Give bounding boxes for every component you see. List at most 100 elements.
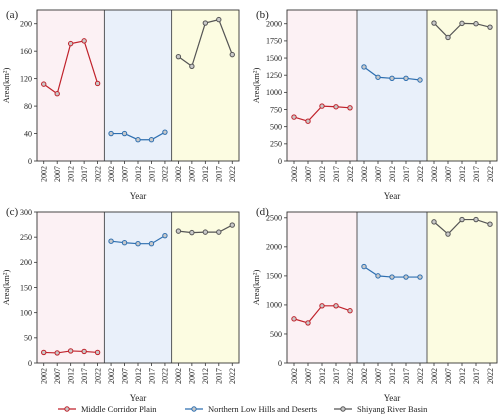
x-tick-label: 2012: [201, 368, 210, 384]
data-point: [319, 303, 325, 309]
region-background: [104, 212, 172, 363]
x-tick-label: 2022: [161, 166, 170, 182]
data-point: [67, 348, 74, 354]
data-point: [389, 274, 395, 280]
y-tick-label: 160: [20, 47, 32, 56]
panel-d: 0 500 1000 1500 2000 2500 2002 2007 2012 2017 2022…: [251, 206, 498, 403]
x-tick-label: 2007: [374, 368, 383, 384]
x-tick-label: 2002: [430, 166, 439, 182]
panel-label: (b): [256, 9, 269, 21]
data-point: [121, 240, 128, 246]
x-tick-label: 2012: [134, 166, 143, 182]
x-tick-label: 2002: [107, 166, 116, 182]
x-tick-label: 2012: [388, 368, 397, 384]
x-tick-label: 2007: [120, 166, 129, 182]
data-point: [347, 308, 353, 314]
panel-label: (d): [256, 206, 269, 218]
region-background: [427, 10, 497, 161]
x-tick-label: 2007: [188, 166, 197, 182]
data-point: [459, 216, 465, 223]
y-tick-label: 1000: [266, 301, 282, 310]
data-point: [108, 238, 114, 244]
x-tick-label: 2017: [80, 166, 89, 182]
data-point: [445, 34, 451, 41]
x-axis-label: Year: [384, 393, 401, 403]
y-tick-label: 250: [270, 140, 282, 149]
legend-label: Northern Low Hills and Deserts: [208, 404, 317, 414]
data-point: [189, 63, 195, 69]
x-tick-label: 2022: [346, 368, 355, 384]
data-point: [94, 80, 101, 87]
x-tick-label: 2017: [472, 368, 481, 384]
panel-label: (c): [6, 206, 19, 218]
y-tick-label: 250: [20, 233, 32, 242]
data-point: [473, 216, 479, 223]
x-tick-label: 2002: [360, 166, 369, 182]
y-tick-label: 100: [20, 308, 32, 317]
region-background: [171, 212, 239, 363]
data-point: [347, 105, 353, 111]
x-tick-label: 2012: [201, 166, 210, 182]
y-tick-label: 1500: [266, 54, 282, 63]
x-tick-label: 2012: [134, 368, 143, 384]
x-tick-label: 2007: [444, 368, 453, 384]
x-tick-label: 2012: [458, 166, 467, 182]
data-point: [81, 348, 87, 355]
data-point: [445, 231, 451, 237]
data-point: [229, 222, 235, 228]
region-background: [427, 212, 497, 363]
x-tick-label: 2017: [147, 166, 156, 182]
data-point: [229, 51, 235, 58]
region-background: [37, 212, 105, 363]
x-tick-label: 2002: [40, 166, 49, 182]
data-point: [202, 229, 209, 235]
x-tick-label: 2007: [53, 368, 62, 384]
x-tick-label: 2012: [318, 368, 327, 384]
panel-a: 0 40 80 120 160 200 2002 2007 2012 2017 2022 2002 20…: [1, 9, 240, 201]
y-tick-label: 120: [20, 74, 32, 83]
data-point: [189, 229, 195, 236]
data-point: [319, 103, 325, 109]
y-tick-label: 0: [28, 157, 32, 166]
x-axis-label: Year: [130, 191, 147, 201]
data-point: [162, 232, 168, 239]
x-tick-label: 2007: [304, 368, 313, 384]
x-tick-label: 2002: [290, 368, 299, 384]
data-point: [389, 75, 395, 81]
data-point: [431, 219, 437, 225]
data-point: [202, 20, 209, 26]
x-tick-label: 2017: [80, 368, 89, 384]
x-tick-label: 2007: [444, 166, 453, 182]
data-point: [81, 38, 87, 44]
x-tick-label: 2007: [53, 166, 62, 182]
x-tick-label: 2017: [402, 166, 411, 182]
data-point: [403, 274, 409, 280]
data-point: [175, 228, 182, 234]
region-background: [37, 10, 105, 161]
x-tick-label: 2017: [332, 368, 341, 384]
x-tick-label: 2002: [430, 368, 439, 384]
data-point: [305, 320, 311, 326]
y-tick-label: 500: [270, 330, 282, 339]
panel-label: (a): [6, 9, 19, 21]
data-point: [162, 129, 168, 135]
x-tick-label: 2022: [161, 368, 170, 384]
legend-marker: [64, 406, 70, 412]
legend-item: Northern Low Hills and Deserts: [185, 404, 317, 414]
region-background: [287, 212, 357, 363]
x-tick-label: 2022: [486, 368, 495, 384]
y-tick-label: 40: [24, 129, 32, 138]
x-tick-label: 2017: [147, 368, 156, 384]
x-tick-label: 2002: [107, 368, 116, 384]
data-point: [361, 263, 367, 270]
x-tick-label: 2002: [174, 368, 183, 384]
data-point: [417, 77, 423, 83]
y-tick-label: 2500: [266, 214, 282, 223]
data-point: [291, 316, 297, 322]
x-tick-label: 2022: [416, 166, 425, 182]
y-tick-label: 0: [278, 157, 282, 166]
x-tick-label: 2002: [290, 166, 299, 182]
data-point: [487, 221, 493, 227]
x-tick-label: 2012: [318, 166, 327, 182]
